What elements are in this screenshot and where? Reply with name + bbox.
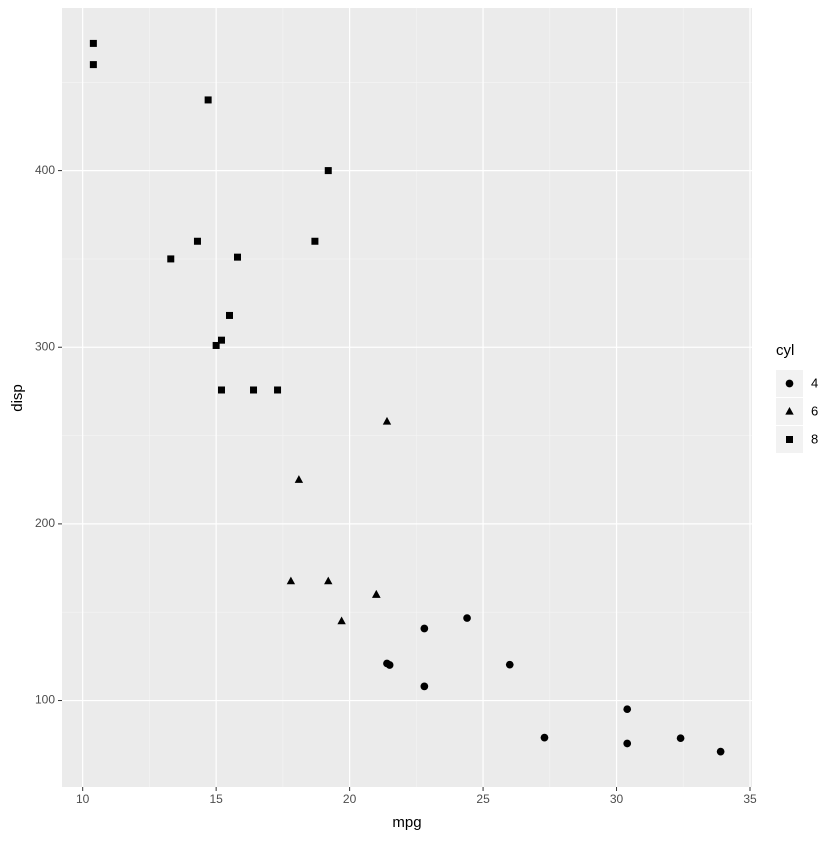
point xyxy=(225,311,233,319)
point xyxy=(463,614,471,622)
y-tick-label: 300 xyxy=(35,339,55,353)
point xyxy=(234,253,242,261)
x-tick-label: 10 xyxy=(76,792,90,806)
point xyxy=(250,386,258,394)
point xyxy=(383,659,391,668)
legend-symbol xyxy=(785,379,794,388)
point xyxy=(212,341,220,349)
x-tick-label: 20 xyxy=(343,792,357,806)
y-axis-title: disp xyxy=(9,384,26,412)
point xyxy=(676,734,685,743)
legend-title: cyl xyxy=(776,342,794,359)
point xyxy=(217,336,225,344)
legend-symbol xyxy=(785,406,794,415)
x-tick-label: 25 xyxy=(476,792,490,806)
point xyxy=(193,237,201,245)
point xyxy=(274,386,282,394)
point xyxy=(372,590,381,598)
y-tick-label: 100 xyxy=(35,693,55,707)
panel xyxy=(62,8,752,787)
x-tick-label: 15 xyxy=(209,792,223,806)
point xyxy=(324,576,333,585)
x-tick-label: 30 xyxy=(610,792,624,806)
point xyxy=(286,576,296,585)
point xyxy=(311,237,319,245)
point xyxy=(217,386,225,394)
point xyxy=(89,61,97,69)
legend-label: 4 xyxy=(811,375,818,390)
x-tick-label: 35 xyxy=(743,792,757,806)
point xyxy=(540,733,549,742)
point xyxy=(337,616,346,625)
point xyxy=(382,416,392,425)
point xyxy=(420,682,429,691)
point xyxy=(420,624,429,633)
y-tick-label: 400 xyxy=(35,163,55,177)
x-axis-title: mpg xyxy=(392,814,421,831)
legend-label: 6 xyxy=(811,403,818,418)
point xyxy=(167,255,175,263)
point xyxy=(324,167,332,175)
point xyxy=(204,96,212,104)
point xyxy=(623,739,632,748)
point xyxy=(623,705,632,714)
y-tick-label: 200 xyxy=(35,516,55,530)
point xyxy=(716,747,725,756)
legend-label: 8 xyxy=(811,431,818,446)
legend-symbol xyxy=(786,436,793,443)
point xyxy=(294,475,304,483)
point xyxy=(505,660,514,669)
point xyxy=(89,39,97,47)
